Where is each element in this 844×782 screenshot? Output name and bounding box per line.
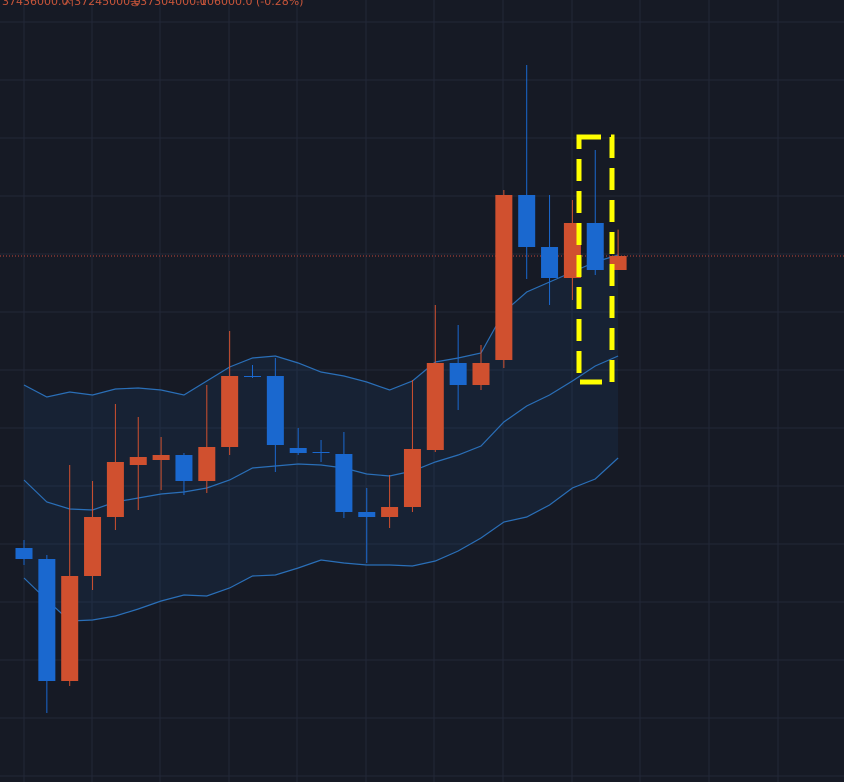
candle-body [15,548,33,559]
candle-body [129,457,147,465]
candle-body [381,507,399,517]
header-item: 저37245000.0 [64,0,141,8]
candle-body [403,449,421,507]
candle-body [426,363,444,450]
candle-body [152,455,170,460]
band-fill [24,255,619,621]
candle-body [518,195,536,247]
candle-body [541,247,559,278]
candle-body [472,363,490,385]
candle-body [495,195,513,360]
highlight-box [576,134,615,385]
candle-body [449,363,467,385]
candle-body [244,376,261,377]
candle-body [198,447,216,481]
candle-body [221,376,239,447]
candle-body [38,559,56,681]
candle-body [289,448,307,453]
header-item: 37436000.0 [2,0,68,8]
band-line [23,254,619,398]
candle-body [586,223,604,270]
candle-body [61,576,79,681]
candle-body [175,455,193,481]
candle-body [312,452,330,453]
header-item: -106000.0 (-0.28%) [196,0,303,8]
candle-body [84,517,102,576]
header-item: 종37304000.0 [130,0,207,8]
candle-body [106,462,124,517]
band-line [23,457,619,622]
plot [0,65,844,713]
candle-body [335,454,353,512]
candle-body [266,376,284,445]
candle-body [358,512,376,517]
header: 37436000.0 저37245000.0 종37304000.0 -1060… [2,0,303,8]
